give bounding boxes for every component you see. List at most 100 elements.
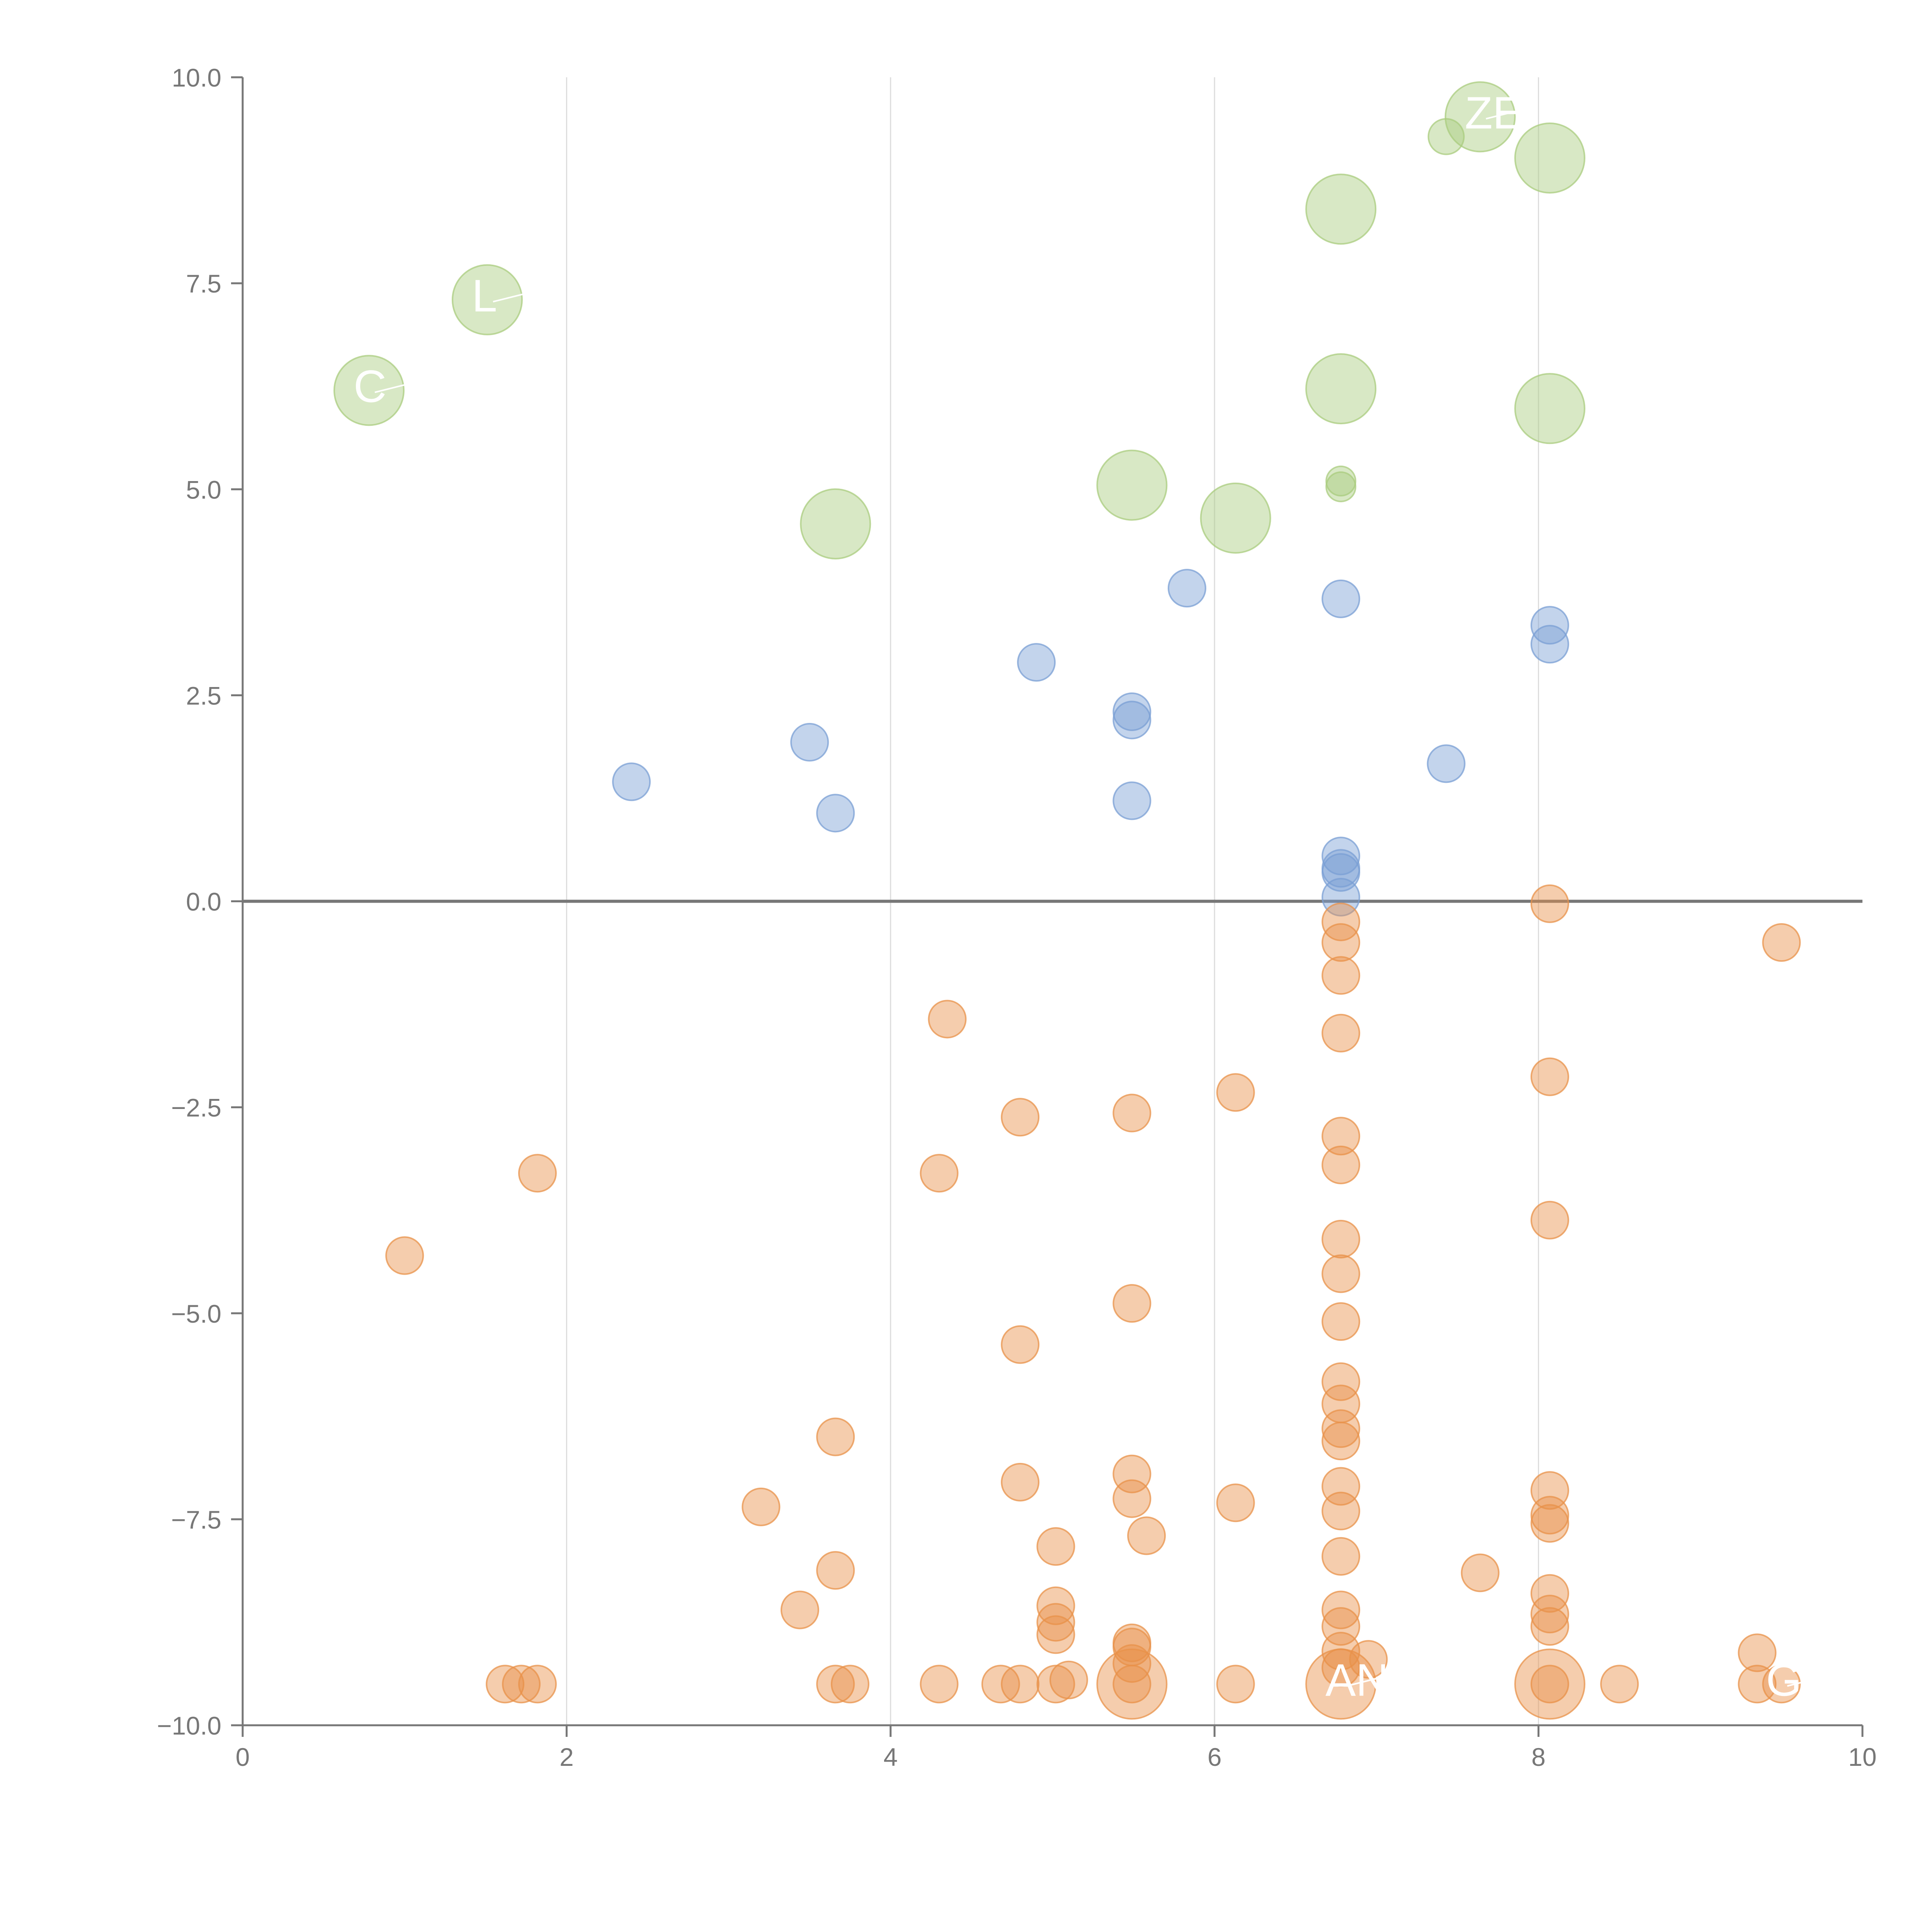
data-point-orange [928,1000,967,1039]
leader-line [1346,1677,1378,1687]
x-tick-label: 2 [560,1743,574,1771]
y-tick-label: −2.5 [171,1094,221,1122]
y-tick-label: −5.0 [171,1299,221,1328]
data-point-orange [1530,1057,1569,1096]
data-point-green [451,264,523,335]
data-point-orange [1530,1496,1569,1535]
y-tick-label: 5.0 [186,475,221,504]
data-point-orange [1738,1633,1777,1672]
data-point-orange [1036,1665,1075,1704]
data-point-orange [816,1417,855,1456]
x-tick-label: 8 [1531,1743,1546,1771]
data-point-orange [1321,902,1361,941]
data-point-orange [1600,1665,1639,1704]
data-point-green [1305,353,1377,425]
data-point-orange [831,1665,869,1704]
data-point-orange [1036,1586,1075,1625]
point-label: AN [1325,1655,1389,1706]
y-tick-label: 7.5 [186,269,221,298]
leader-line [1486,110,1517,120]
data-point-orange [981,1665,1020,1704]
data-point-orange [1530,1607,1569,1646]
x-tick-label: 6 [1208,1743,1222,1771]
data-point-orange [1321,1362,1361,1401]
data-point-green [1200,482,1271,554]
data-point-blue [612,762,651,801]
data-point-orange [1096,1648,1168,1720]
data-point-orange [1049,1660,1088,1699]
data-point-orange [1036,1527,1075,1566]
data-points [333,81,1801,1720]
data-point-orange [1762,923,1801,962]
data-point-green [333,355,405,426]
point-label: GO [1766,1655,1837,1706]
data-point-blue [1112,701,1151,740]
data-point-orange [1514,1648,1585,1720]
leader-line [493,293,524,303]
data-point-orange [1321,1409,1361,1448]
point-labels: C L ZE AN GO [354,87,1837,1706]
data-point-orange [1216,1073,1255,1112]
data-point-orange [1321,1219,1361,1259]
data-point-orange [1127,1516,1166,1555]
y-tick-label: 0.0 [186,888,221,916]
data-point-orange [1530,1504,1569,1543]
data-point-orange [1321,1537,1361,1576]
data-point-green [1305,173,1377,245]
data-point-orange [1321,1302,1361,1341]
data-point-orange [1001,1463,1040,1502]
data-point-orange [385,1236,424,1275]
data-point-orange [1762,1665,1801,1704]
data-point-orange [1530,1574,1569,1613]
data-point-orange [1321,1014,1361,1053]
data-point-orange [1321,1422,1361,1461]
data-point-orange [742,1487,781,1526]
data-point-orange [1305,1648,1377,1720]
data-point-orange [816,1665,855,1704]
leader-line [374,384,406,393]
y-tick-label: 2.5 [186,681,221,710]
data-point-blue [1427,744,1466,783]
data-point-orange [1112,1479,1151,1518]
leader-line [1787,1677,1818,1687]
data-point-blue [1530,625,1569,664]
data-point-orange [920,1665,959,1704]
data-point-green [1325,471,1357,502]
data-point-orange [1530,1665,1569,1704]
data-point-blue [1112,781,1151,820]
y-tick-label: −10.0 [157,1711,221,1740]
data-point-green [1444,81,1516,153]
x-tick-label: 10 [1848,1743,1876,1771]
data-point-orange [1738,1665,1777,1704]
y-tick-label: −7.5 [171,1505,221,1534]
data-point-blue [1321,579,1361,618]
data-point-blue [1321,837,1361,876]
data-point-orange [1001,1325,1040,1364]
data-point-orange [781,1590,820,1629]
data-point-orange [502,1665,541,1704]
data-point-orange [1461,1553,1500,1592]
data-point-orange [1112,1644,1151,1683]
data-point-blue [1017,643,1056,682]
data-point-orange [1036,1603,1075,1642]
axes: 0 2 4 6 8 10 −10.0 −7.5 −5.0 −2.5 0.0 2.5 5.0 7.5 10.0 [157,63,1877,1771]
data-point-green [1514,122,1585,194]
data-point-blue [816,794,855,833]
data-point-blue [790,723,829,762]
data-point-orange [1321,1117,1361,1156]
data-point-orange [1321,1254,1361,1293]
data-point-orange [1321,956,1361,995]
point-label: L [472,270,497,321]
data-point-orange [1112,1284,1151,1323]
data-point-orange [1112,1094,1151,1133]
data-point-orange [1321,1145,1361,1184]
data-point-green [800,488,871,560]
data-point-orange [1001,1665,1040,1704]
data-point-orange [486,1665,525,1704]
data-point-orange [1349,1640,1388,1679]
data-point-orange [1530,884,1569,923]
x-tick-label: 4 [883,1743,898,1771]
data-point-orange [518,1665,557,1704]
data-point-blue [1167,569,1206,608]
